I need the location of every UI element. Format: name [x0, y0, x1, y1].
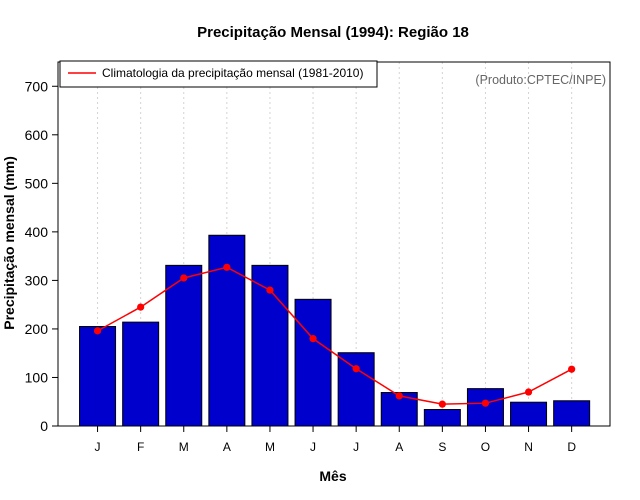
climatology-point — [180, 274, 188, 282]
climatology-series — [93, 263, 576, 408]
y-tick-label: 200 — [25, 321, 49, 337]
y-axis: 0 100 200 300 400 500 600 700 — [25, 78, 58, 434]
chart-title: Precipitação Mensal (1994): Região 18 — [197, 24, 469, 41]
y-axis-title: Precipitação mensal (mm) — [1, 156, 17, 330]
x-tick-label: N — [524, 440, 533, 454]
climatology-point — [93, 327, 102, 335]
x-tick-label: J — [310, 440, 316, 454]
climatology-line — [97, 266, 573, 405]
x-tick-label: S — [438, 440, 446, 454]
climatology-point — [481, 399, 490, 407]
x-tick-label: J — [353, 440, 359, 454]
legend-box — [59, 60, 378, 88]
bar — [510, 401, 548, 427]
bar — [466, 388, 504, 427]
bar — [423, 408, 461, 427]
y-tick-label: 500 — [25, 175, 49, 191]
x-tick-label: M — [179, 440, 189, 454]
bar — [79, 326, 117, 427]
climatology-point — [524, 388, 533, 396]
bar — [165, 264, 203, 427]
bar — [294, 298, 332, 427]
bar — [553, 400, 591, 427]
credit-annotation: (Produto:CPTEC/INPE) — [475, 73, 606, 87]
climatology-point — [438, 400, 446, 408]
x-tick-label: J — [95, 440, 101, 454]
x-tick-label: D — [567, 440, 576, 454]
x-axis-title: Mês — [319, 468, 346, 484]
climatology-point — [309, 335, 317, 343]
x-tick-label: F — [137, 440, 144, 454]
y-tick-label: 700 — [25, 78, 49, 94]
y-tick-label: 300 — [25, 272, 49, 288]
x-tick-label: A — [395, 440, 403, 454]
y-tick-label: 400 — [25, 224, 49, 240]
climatology-point — [223, 263, 231, 271]
climatology-point — [137, 303, 145, 311]
climatology-point — [395, 392, 403, 400]
x-tick-label: O — [481, 440, 490, 454]
x-tick-label: A — [223, 440, 231, 454]
bar — [122, 321, 160, 427]
y-tick-label: 0 — [40, 418, 48, 434]
climatology-point — [568, 365, 576, 373]
bar — [337, 352, 375, 427]
climatology-point — [352, 365, 360, 373]
bars — [79, 234, 591, 427]
legend-entry-climatology: Climatologia da precipitação mensal (198… — [102, 66, 363, 80]
x-tick-label: M — [265, 440, 275, 454]
y-tick-label: 600 — [25, 127, 49, 143]
legend: Climatologia da precipitação mensal (198… — [59, 60, 378, 88]
climatology-point — [266, 286, 274, 294]
y-tick-label: 100 — [25, 369, 49, 385]
